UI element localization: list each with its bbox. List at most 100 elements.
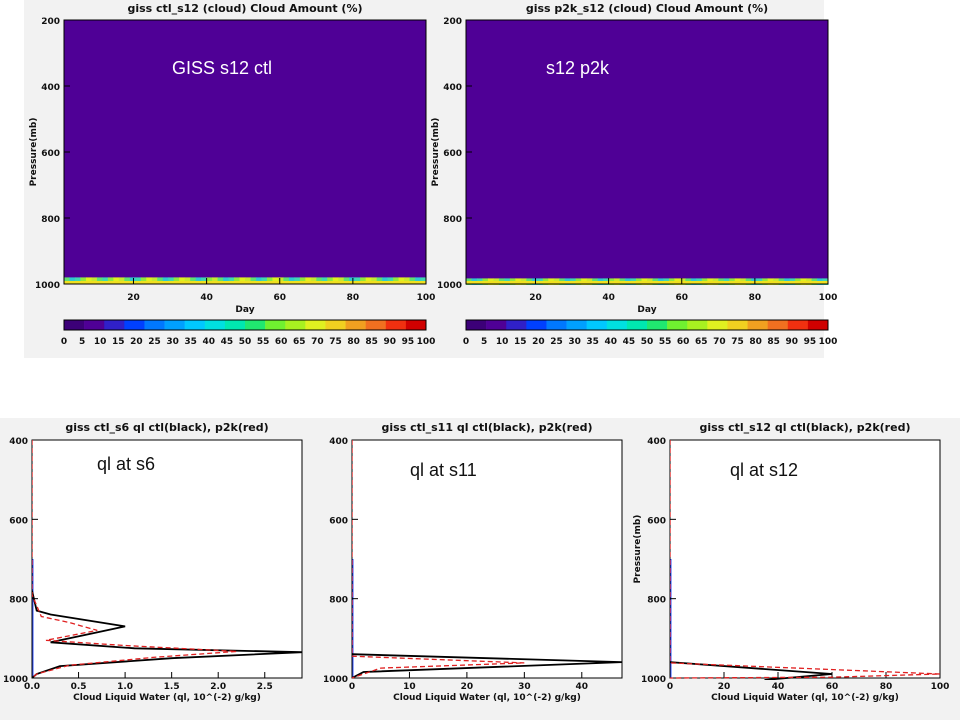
colorbar-tick-label: 25 [148,337,161,347]
cloud-layer-cell [85,277,92,284]
colorbar-tick-label: 100 [819,337,838,347]
colorbar-tick-label: 45 [221,337,234,347]
colorbar-cell [767,320,789,330]
x-axis-label-0: Day [235,305,254,315]
colorbar-tick-label: 75 [329,337,342,347]
x-tick-label: 60 [675,293,688,303]
x-tick-label: 30 [518,682,531,692]
y-tick-label: 800 [647,596,666,606]
cloud-layer-cell [261,277,268,284]
colorbar-cell [104,320,125,330]
y-tick-label: 1000 [323,675,348,685]
overlay-label-s11: ql at s11 [410,460,477,480]
colorbar-tick-label: 85 [767,337,780,347]
y-tick-label: 600 [329,516,348,526]
cloud-layer-cell [387,277,394,284]
cloud-layer-cell [184,277,191,284]
heatmap-field-1 [466,20,828,284]
colorbar-cell [747,320,768,330]
cloud-layer-cell [354,277,361,284]
cloud-layer-cell [327,277,334,284]
colorbar-cell [325,320,346,330]
colorbar-tick-label: 35 [586,337,599,347]
x-tick-label: 20 [461,682,474,692]
cloud-layer-cell [195,277,202,284]
x-axis-label-1: Day [637,305,656,315]
cloud-layer-cell [398,277,405,284]
colorbar-cell [204,320,226,330]
cloud-layer-cell [365,277,372,284]
x-tick-label: 2.5 [257,682,273,692]
cloud-layer-cell [239,277,246,284]
cloud-layer-cell [266,277,273,284]
cloud-amount-charts: giss ctl_s12 (cloud) Cloud Amount (%)200… [29,2,837,347]
x-axis-label-1: Cloud Liquid Water (ql, 10^(-2) g/kg) [393,693,581,703]
colorbar-tick-label: 95 [804,337,817,347]
cloud-layer-cell [64,277,70,284]
cloud-amount-panel: giss ctl_s12 (cloud) Cloud Amount (%) 200… [24,0,837,358]
colorbar-tick-label: 5 [79,337,85,347]
colorbar-cell [224,320,246,330]
colorbar-tick-label: 65 [293,337,306,347]
colorbar-cell [124,320,145,330]
cloud-layer-cell [338,277,345,284]
y-axis-label-0: Pressure(mb) [29,118,39,187]
colorbar-cell [385,320,407,330]
cloud-layer-cell [420,277,427,284]
y-axis-label-1: Pressure(mb) [431,118,441,187]
cloud-layer-cell [393,277,400,284]
colorbar-cell [144,320,165,330]
y-tick-label: 200 [443,17,462,27]
cloud-layer-cell [80,277,87,284]
y-tick-label: 1000 [35,281,60,291]
colorbar-cell [586,320,608,330]
colorbar-cell [285,320,306,330]
cloud-layer-cell [151,277,158,284]
cloud-layer-cell [206,277,213,284]
colorbar-cell [64,320,85,330]
x-tick-label: 0.5 [71,682,87,692]
colorbar-tick-label: 0 [61,337,67,347]
cloud-layer-cell [255,277,262,284]
cloud-layer-cell [212,277,219,284]
cloud-layer-cell [332,277,339,284]
colorbar-tick-label: 90 [786,337,799,347]
profile-title-1: giss ctl_s11 ql ctl(black), p2k(red) [382,421,593,434]
cloud-layer-cell [404,277,411,284]
colorbar-cell [466,320,487,330]
colorbar-cell [687,320,708,330]
colorbar-cell [486,320,507,330]
cloud-layer-cell [124,277,131,284]
y-tick-label: 400 [329,437,348,447]
x-tick-label: 80 [347,293,360,303]
y-tick-label: 600 [647,516,666,526]
cloud-layer-cell [74,277,81,284]
liquid-water-panel: giss ctl_s6 ql ctl(black), p2k(red) 400 60… [0,418,960,720]
x-tick-label: 0.0 [24,682,40,692]
x-tick-label: 20 [127,293,140,303]
cloud-layer-cell [371,277,378,284]
cloud-layer-cell [316,277,323,284]
colorbar-tick-label: 20 [130,337,143,347]
colorbar-tick-label: 100 [417,337,436,347]
cloud-layer-cell [113,277,120,284]
colorbar-tick-label: 25 [550,337,563,347]
cloud-layer-cell [168,277,175,284]
cloud-layer-cell [146,277,153,284]
x-axis-label-0: Cloud Liquid Water (ql, 10^(-2) g/kg) [73,693,261,703]
colorbar-cell [345,320,366,330]
y-tick-label: 600 [41,149,60,159]
colorbar-tick-label: 95 [402,337,415,347]
cloud-layer-cell [360,277,367,284]
cloud-layer-cell [223,277,230,284]
x-tick-label: 40 [200,293,213,303]
cloud-layer-cell [283,277,290,284]
cloud-layer-cell [96,277,103,284]
colorbar-tick-label: 20 [532,337,545,347]
y-tick-label: 600 [9,516,28,526]
liquid-water-charts: giss ctl_s6 ql ctl(black), p2k(red)40060… [3,421,949,703]
cloud-layer-cell [190,277,197,284]
colorbar-tick-label: 55 [257,337,270,347]
colorbar-cell [727,320,748,330]
colorbar-cell [164,320,185,330]
